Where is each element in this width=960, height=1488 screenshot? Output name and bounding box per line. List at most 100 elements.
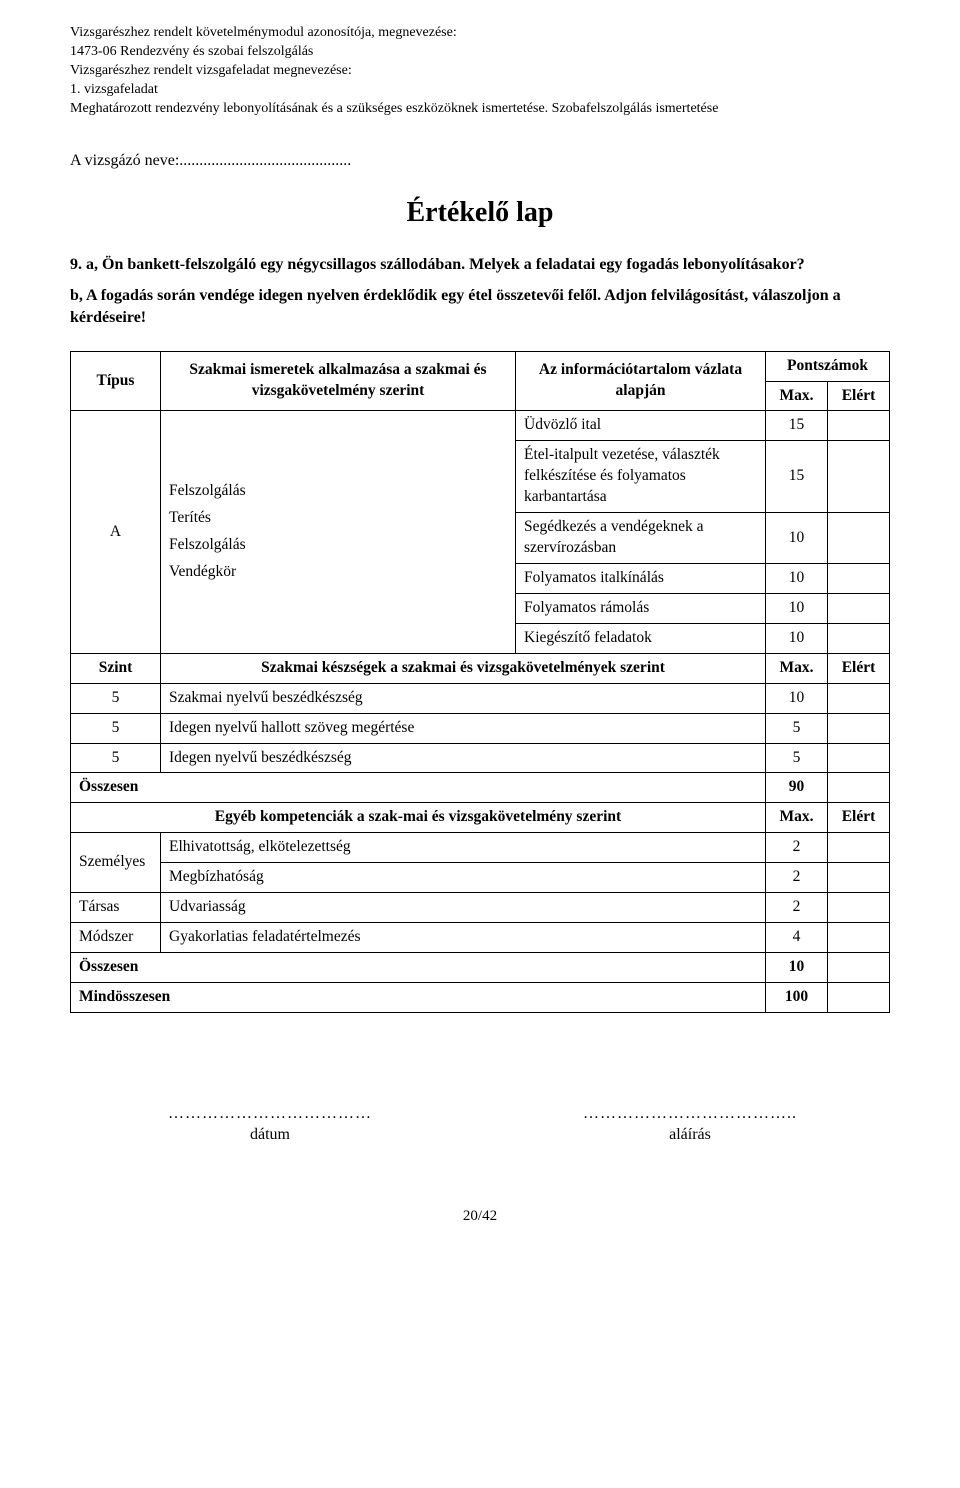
- info-cell: Étel-italpult vezetése, választék felkés…: [516, 441, 766, 513]
- info-cell: Segédkezés a vendégeknek a szervírozásba…: [516, 513, 766, 564]
- col-knowledge-header: Szakmai ismeretek alkalmazása a szakmai …: [161, 351, 516, 411]
- max-cell: 5: [766, 713, 828, 743]
- got-cell: [828, 593, 890, 623]
- skills-header: Szakmai készségek a szakmai és vizsgaköv…: [161, 653, 766, 683]
- max-cell: 10: [766, 623, 828, 653]
- szint-header: Szint: [71, 653, 161, 683]
- subtotal-row: Összesen 10: [71, 952, 890, 982]
- got-cell: [828, 982, 890, 1012]
- header-line: Vizsgarészhez rendelt vizsgafeladat megn…: [70, 62, 890, 81]
- question-b: b, A fogadás során vendége idegen nyelve…: [70, 285, 890, 328]
- mindosszesen-label: Mindösszesen: [71, 982, 766, 1012]
- question-a-text: a, Ön bankett-felszolgáló egy négycsilla…: [86, 256, 805, 273]
- other-header-row: Egyéb kompetenciák a szak-mai és vizsgak…: [71, 803, 890, 833]
- max-cell: 10: [766, 564, 828, 594]
- got-cell: [828, 441, 890, 513]
- table-row: Megbízhatóság 2: [71, 863, 890, 893]
- got-cell: [828, 683, 890, 713]
- page-number: 20/42: [70, 1206, 890, 1226]
- tarsas-label: Társas: [71, 893, 161, 923]
- table-row: 5 Szakmai nyelvű beszédkészség 10: [71, 683, 890, 713]
- max-cell: 10: [766, 513, 828, 564]
- got-cell: [828, 952, 890, 982]
- got-cell: [828, 513, 890, 564]
- subtotal-row: Összesen 90: [71, 773, 890, 803]
- header-line: Meghatározott rendezvény lebonyolításána…: [70, 100, 890, 119]
- col-type-header: Típus: [71, 351, 161, 411]
- modszer-label: Módszer: [71, 923, 161, 953]
- table-row: Személyes Elhivatottság, elkötelezettség…: [71, 833, 890, 863]
- table-row: Társas Udvariasság 2: [71, 893, 890, 923]
- skill-name: Idegen nyelvű beszédkészség: [161, 743, 766, 773]
- signature-row: ……………………………… dátum ……………………………….. aláírá…: [70, 1103, 890, 1146]
- max-cell: 10: [766, 683, 828, 713]
- comp-name: Gyakorlatias feladatértelmezés: [161, 923, 766, 953]
- max-cell: 10: [766, 593, 828, 623]
- skills-max-header: Max.: [766, 653, 828, 683]
- osszesen2-val: 10: [766, 952, 828, 982]
- got-cell: [828, 893, 890, 923]
- header-line: 1. vizsgafeladat: [70, 81, 890, 100]
- comp-name: Udvariasság: [161, 893, 766, 923]
- got-cell: [828, 923, 890, 953]
- osszesen2-label: Összesen: [71, 952, 766, 982]
- table-header-row: Típus Szakmai ismeretek alkalmazása a sz…: [71, 351, 890, 381]
- comp-name: Elhivatottság, elkötelezettség: [161, 833, 766, 863]
- topic-item: Terítés: [169, 508, 507, 529]
- info-cell: Kiegészítő feladatok: [516, 623, 766, 653]
- max-cell: 15: [766, 441, 828, 513]
- sign-dots: ………………………………..: [560, 1103, 820, 1125]
- skill-level: 5: [71, 683, 161, 713]
- table-row: Módszer Gyakorlatias feladatértelmezés 4: [71, 923, 890, 953]
- date-signature: ……………………………… dátum: [140, 1103, 400, 1146]
- other-header: Egyéb kompetenciák a szak-mai és vizsgak…: [71, 803, 766, 833]
- table-row: 5 Idegen nyelvű beszédkészség 5: [71, 743, 890, 773]
- page-title: Értékelő lap: [70, 194, 890, 232]
- topic-item: Felszolgálás: [169, 535, 507, 556]
- header-line: Vizsgarészhez rendelt követelménymodul a…: [70, 24, 890, 43]
- skills-header-row: Szint Szakmai készségek a szakmai és viz…: [71, 653, 890, 683]
- header-line: 1473-06 Rendezvény és szobai felszolgálá…: [70, 43, 890, 62]
- type-a-topics: Felszolgálás Terítés Felszolgálás Vendég…: [161, 411, 516, 653]
- got-cell: [828, 833, 890, 863]
- max-cell: 5: [766, 743, 828, 773]
- examinee-name: A vizsgázó neve:........................…: [70, 150, 890, 172]
- doc-header: Vizsgarészhez rendelt követelménymodul a…: [70, 24, 890, 118]
- skills-got-header: Elért: [828, 653, 890, 683]
- evaluation-table: Típus Szakmai ismeretek alkalmazása a sz…: [70, 351, 890, 1013]
- got-cell: [828, 863, 890, 893]
- got-cell: [828, 623, 890, 653]
- got-cell: [828, 411, 890, 441]
- total-row: Mindösszesen 100: [71, 982, 890, 1012]
- max-cell: 4: [766, 923, 828, 953]
- max-cell: 2: [766, 833, 828, 863]
- col-got-header: Elért: [828, 381, 890, 411]
- question-a: 9. a, Ön bankett-felszolgáló egy négycsi…: [70, 254, 890, 276]
- mindosszesen-val: 100: [766, 982, 828, 1012]
- got-cell: [828, 743, 890, 773]
- got-cell: [828, 713, 890, 743]
- szemelyes-label: Személyes: [71, 833, 161, 893]
- skill-name: Szakmai nyelvű beszédkészség: [161, 683, 766, 713]
- col-info-header: Az információtartalom vázlata alapján: [516, 351, 766, 411]
- col-max-header: Max.: [766, 381, 828, 411]
- got-cell: [828, 564, 890, 594]
- sign-label: aláírás: [560, 1124, 820, 1146]
- date-dots: ………………………………: [140, 1103, 400, 1125]
- osszesen-val: 90: [766, 773, 828, 803]
- col-points-header: Pontszámok: [766, 351, 890, 381]
- info-cell: Folyamatos rámolás: [516, 593, 766, 623]
- table-row: 5 Idegen nyelvű hallott szöveg megértése…: [71, 713, 890, 743]
- info-cell: Üdvözlő ital: [516, 411, 766, 441]
- max-cell: 2: [766, 863, 828, 893]
- osszesen-label: Összesen: [71, 773, 766, 803]
- skill-level: 5: [71, 713, 161, 743]
- other-max-header: Max.: [766, 803, 828, 833]
- comp-name: Megbízhatóság: [161, 863, 766, 893]
- question-number: 9.: [70, 256, 82, 273]
- date-label: dátum: [140, 1124, 400, 1146]
- table-row: A Felszolgálás Terítés Felszolgálás Vend…: [71, 411, 890, 441]
- skill-name: Idegen nyelvű hallott szöveg megértése: [161, 713, 766, 743]
- type-a-cell: A: [71, 411, 161, 653]
- info-cell: Folyamatos italkínálás: [516, 564, 766, 594]
